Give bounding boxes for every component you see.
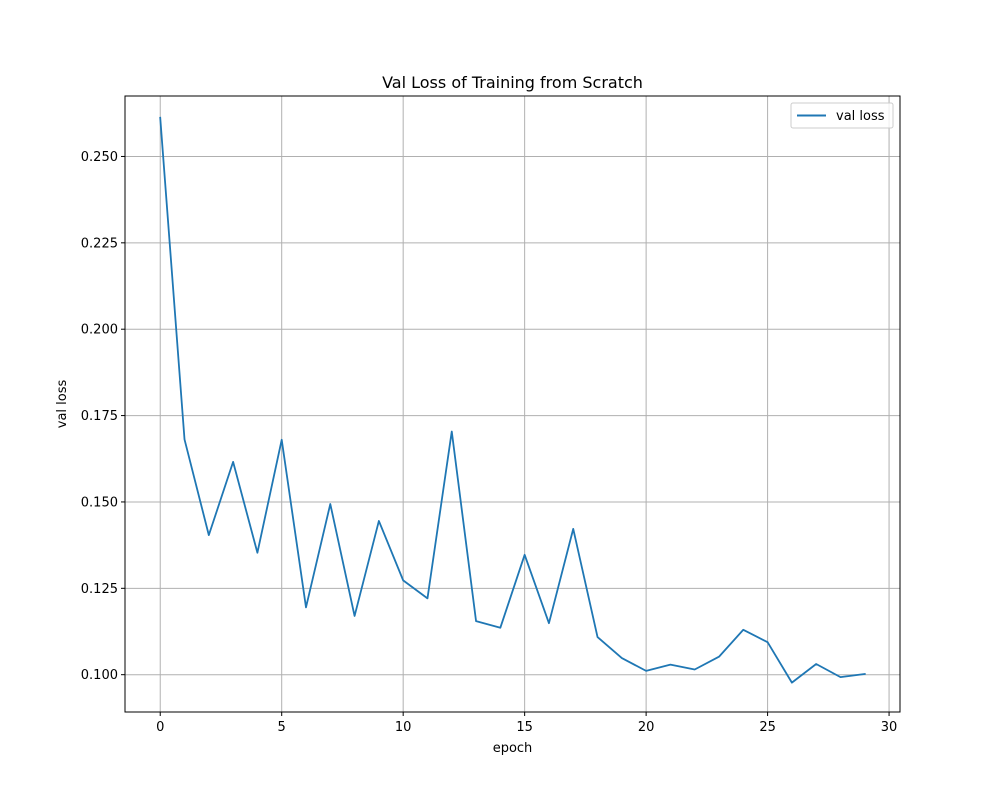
y-axis-title: val loss [55, 380, 70, 429]
legend: val loss [790, 102, 894, 129]
x-tick-label: 30 [881, 720, 898, 735]
y-tick-label: 0.225 [81, 236, 118, 251]
y-tick-label: 0.125 [81, 582, 118, 597]
chart-title: Val Loss of Training from Scratch [382, 73, 643, 92]
x-tick-label: 20 [638, 720, 655, 735]
x-tick-label: 25 [759, 720, 776, 735]
ticks: 0 5 10 15 20 25 30 0.100 0.125 0.150 0.175 0.200 0.2… [81, 150, 898, 735]
x-tick-label: 5 [278, 720, 286, 735]
x-tick-label: 10 [395, 720, 412, 735]
y-tick-label: 0.100 [81, 668, 118, 683]
series-line-val-loss [159, 116, 866, 684]
y-tick-label: 0.175 [81, 409, 118, 424]
y-tick-label: 0.200 [81, 323, 118, 338]
plot-lines [159, 116, 866, 684]
grid [125, 96, 900, 712]
y-tick-label: 0.250 [81, 150, 118, 165]
plot-frame [124, 95, 901, 713]
x-axis-title: epoch [493, 741, 533, 756]
x-tick-label: 15 [516, 720, 533, 735]
y-tick-label: 0.150 [81, 495, 118, 510]
legend-box [790, 102, 894, 129]
x-tick-label: 0 [156, 720, 164, 735]
legend-label-val-loss: val loss [836, 109, 885, 124]
